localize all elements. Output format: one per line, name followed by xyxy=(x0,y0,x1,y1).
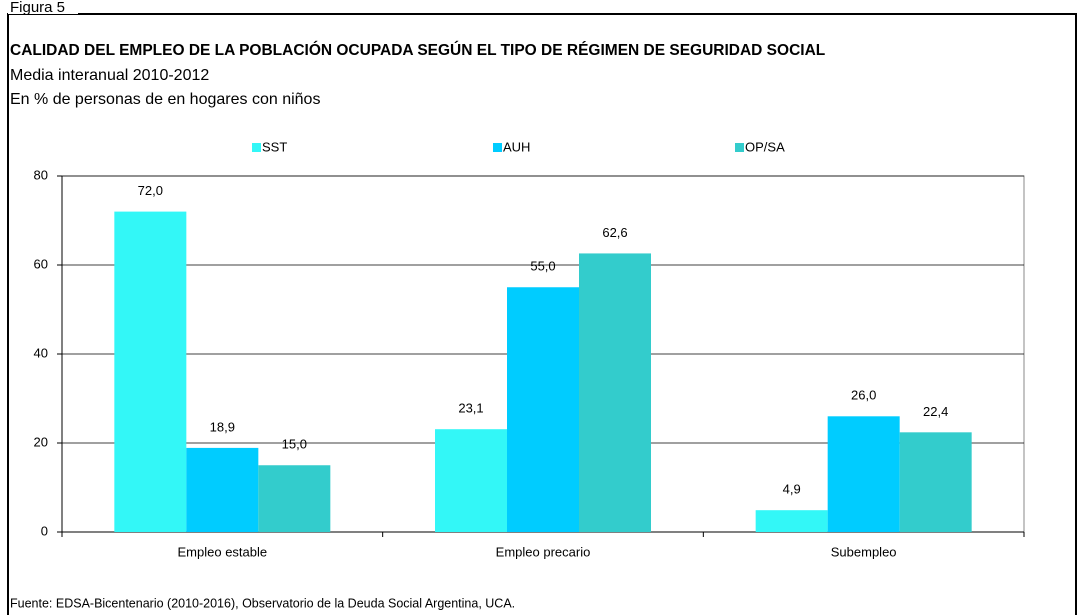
y-tick-label: 60 xyxy=(34,256,48,271)
legend-swatch xyxy=(252,143,261,152)
source-note: Fuente: EDSA-Bicentenario (2010-2016), O… xyxy=(10,596,515,610)
chart-subtitle: Media interanual 2010-2012 xyxy=(10,67,209,84)
legend-label: SST xyxy=(262,139,287,154)
bar xyxy=(186,447,259,532)
legend-label: AUH xyxy=(503,139,530,154)
x-tick-label: Empleo precario xyxy=(496,544,591,559)
label-backdrop xyxy=(8,0,78,14)
legend-swatch xyxy=(493,143,502,152)
x-tick-label: Subempleo xyxy=(831,544,897,559)
figure-label: Figura 5 xyxy=(10,0,65,16)
data-label: 22,4 xyxy=(923,404,948,419)
frame xyxy=(7,13,1077,615)
data-label: 4,9 xyxy=(783,482,801,497)
data-label: 15,0 xyxy=(282,437,307,452)
bar xyxy=(827,416,900,532)
data-label: 72,0 xyxy=(138,183,163,198)
chart-title: CALIDAD DEL EMPLEO DE LA POBLACIÓN OCUPA… xyxy=(10,41,825,59)
bar xyxy=(755,510,828,532)
y-tick-label: 0 xyxy=(41,523,48,538)
y-tick-label: 80 xyxy=(34,167,48,182)
data-label: 23,1 xyxy=(458,401,483,416)
bar xyxy=(258,465,331,532)
legend-swatch xyxy=(735,143,744,152)
y-tick-label: 40 xyxy=(34,345,48,360)
bar xyxy=(507,287,579,532)
data-label: 55,0 xyxy=(530,259,555,274)
data-label: 18,9 xyxy=(210,419,235,434)
legend-label: OP/SA xyxy=(745,139,785,154)
data-label: 26,0 xyxy=(851,388,876,403)
bar xyxy=(114,211,187,532)
data-label: 62,6 xyxy=(602,225,627,240)
unit-note: En % de personas de en hogares con niños xyxy=(10,91,320,108)
bar xyxy=(579,253,651,532)
bar xyxy=(435,429,507,532)
x-tick-label: Empleo estable xyxy=(178,544,268,559)
bar xyxy=(899,432,972,532)
y-tick-label: 20 xyxy=(34,434,48,449)
